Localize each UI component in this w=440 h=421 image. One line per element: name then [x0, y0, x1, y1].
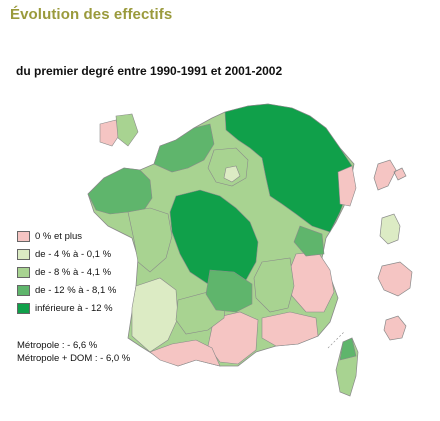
note-metropole-dom: Métropole + DOM : - 6,0 %: [17, 353, 131, 364]
legend-label: de - 8 % à - 4,1 %: [35, 266, 112, 278]
region-aquitaine: [131, 277, 179, 353]
corsica-north: [339, 337, 357, 361]
region-alsace: [337, 165, 357, 207]
region-normandy: [153, 123, 215, 173]
region-paris-core: [223, 165, 241, 183]
legend-label: de - 12 % à - 8,1 %: [35, 284, 117, 296]
region-cotentin: [99, 119, 121, 147]
legend-item: inférieure à - 12 %: [17, 300, 116, 316]
region-massif-central: [205, 269, 253, 313]
region-cotentin-2: [115, 113, 139, 147]
region-northeast: [224, 103, 353, 233]
dom-martinique: [379, 213, 401, 245]
region-brittany: [87, 167, 153, 215]
legend-item: de - 12 % à - 8,1 %: [17, 282, 116, 298]
dom-guadeloupe: [373, 159, 407, 191]
map-title: Évolution des effectifs: [10, 6, 173, 23]
map-subtitle: du premier degré entre 1990-1991 et 2001…: [16, 64, 283, 78]
dom-reunion: [383, 315, 407, 341]
region-pyrenees: [149, 339, 221, 367]
region-west: [127, 207, 173, 273]
region-provence: [261, 311, 319, 347]
corsica-divider: [327, 331, 345, 349]
legend-item: de - 8 % à - 4,1 %: [17, 264, 116, 280]
legend-label: inférieure à - 12 %: [35, 302, 113, 314]
legend-label: 0 % et plus: [35, 230, 82, 242]
legend-swatch: [17, 248, 30, 260]
legend-swatch: [17, 230, 30, 242]
region-rhone: [253, 257, 295, 313]
legend-item: de - 4 % à - 0,1 %: [17, 246, 116, 262]
note-metropole: Métropole : - 6,6 %: [17, 340, 98, 351]
region-jura: [293, 225, 325, 257]
legend-swatch: [17, 266, 30, 278]
legend: 0 % et plus de - 4 % à - 0,1 % de - 8 % …: [17, 228, 116, 318]
legend-swatch: [17, 284, 30, 296]
dom-guyane: [377, 261, 413, 297]
legend-label: de - 4 % à - 0,1 %: [35, 248, 112, 260]
legend-item: 0 % et plus: [17, 228, 116, 244]
legend-swatch: [17, 302, 30, 314]
